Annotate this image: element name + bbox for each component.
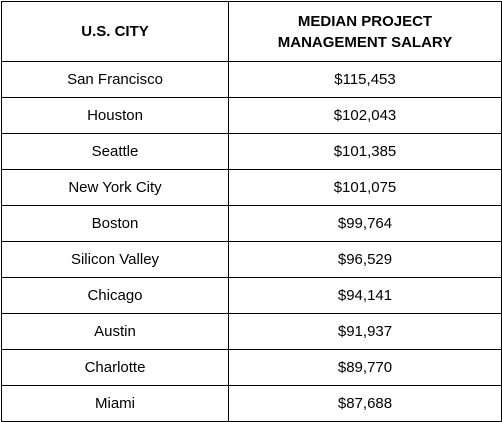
city-cell: Houston bbox=[1, 97, 229, 134]
header-salary: MEDIAN PROJECT MANAGEMENT SALARY bbox=[228, 1, 502, 62]
table-row: Charlotte $89,770 bbox=[1, 349, 502, 386]
header-salary-label: MEDIAN PROJECT MANAGEMENT SALARY bbox=[277, 12, 453, 51]
city-cell: Charlotte bbox=[1, 349, 229, 386]
table-row: Boston $99,764 bbox=[1, 205, 502, 242]
salary-cell: $94,141 bbox=[228, 277, 502, 314]
table-row: Austin $91,937 bbox=[1, 313, 502, 350]
header-city: U.S. CITY bbox=[1, 1, 229, 62]
header-row: U.S. CITY MEDIAN PROJECT MANAGEMENT SALA… bbox=[1, 1, 502, 62]
salary-cell: $102,043 bbox=[228, 97, 502, 134]
salary-cell: $87,688 bbox=[228, 385, 502, 422]
city-cell: Chicago bbox=[1, 277, 229, 314]
salary-cell: $101,075 bbox=[228, 169, 502, 206]
table-row: Seattle $101,385 bbox=[1, 133, 502, 170]
table-row: San Francisco $115,453 bbox=[1, 61, 502, 98]
salary-cell: $91,937 bbox=[228, 313, 502, 350]
table-row: New York City $101,075 bbox=[1, 169, 502, 206]
salary-cell: $115,453 bbox=[228, 61, 502, 98]
table-header: U.S. CITY MEDIAN PROJECT MANAGEMENT SALA… bbox=[1, 1, 502, 62]
city-cell: Silicon Valley bbox=[1, 241, 229, 278]
city-cell: Boston bbox=[1, 205, 229, 242]
table-row: Miami $87,688 bbox=[1, 385, 502, 422]
city-cell: New York City bbox=[1, 169, 229, 206]
city-cell: Miami bbox=[1, 385, 229, 422]
table-row: Houston $102,043 bbox=[1, 97, 502, 134]
table-row: Chicago $94,141 bbox=[1, 277, 502, 314]
salary-cell: $101,385 bbox=[228, 133, 502, 170]
table-body: San Francisco $115,453 Houston $102,043 … bbox=[1, 61, 502, 422]
salary-cell: $89,770 bbox=[228, 349, 502, 386]
table-row: Silicon Valley $96,529 bbox=[1, 241, 502, 278]
city-cell: San Francisco bbox=[1, 61, 229, 98]
salary-cell: $99,764 bbox=[228, 205, 502, 242]
salary-cell: $96,529 bbox=[228, 241, 502, 278]
city-cell: Austin bbox=[1, 313, 229, 350]
city-cell: Seattle bbox=[1, 133, 229, 170]
